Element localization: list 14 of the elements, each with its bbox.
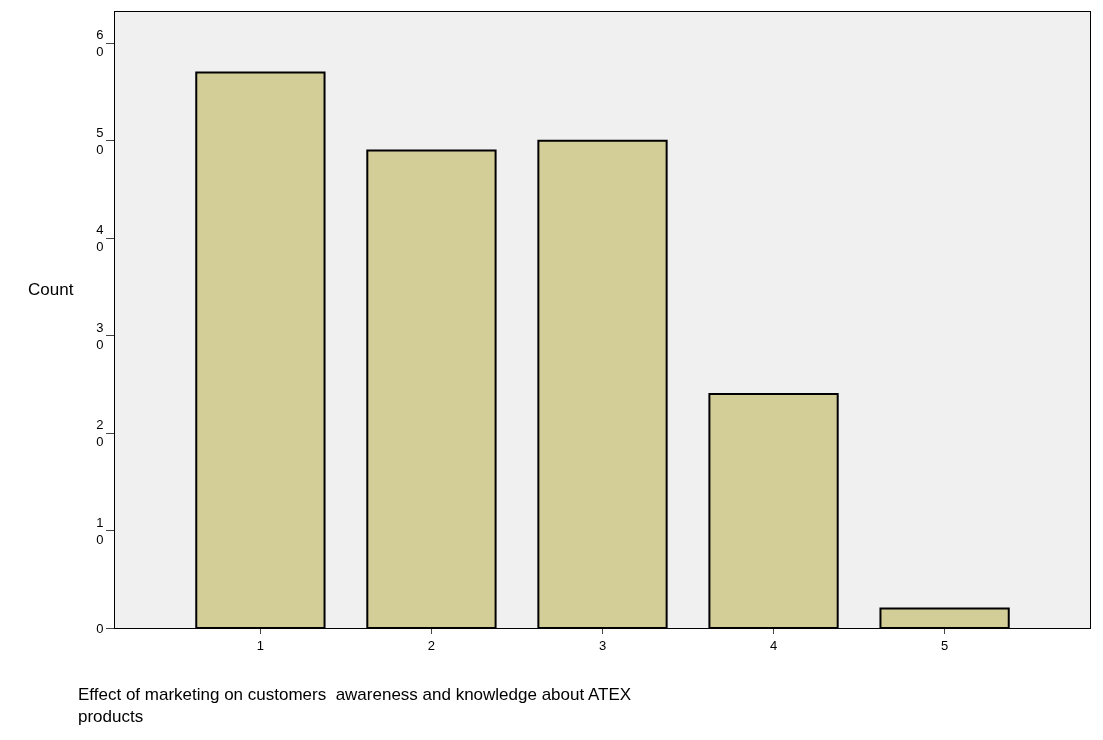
y-tick-label: 4 0	[96, 222, 104, 255]
y-tick-label: 0	[96, 620, 104, 636]
x-tick-label: 4	[769, 637, 778, 653]
x-tick-label: 3	[598, 637, 607, 653]
y-axis-title: Count	[28, 280, 74, 299]
x-tick-label: 5	[940, 637, 949, 653]
y-tick-label: 1 0	[96, 514, 104, 547]
x-axis-title: Effect of marketing on customers awareness and knowledge about ATEX products	[78, 685, 632, 727]
x-tick-label: 2	[427, 637, 436, 653]
x-tick-label: 1	[256, 637, 265, 653]
y-tick-label: 3 0	[96, 319, 104, 352]
y-tick-label: 2 0	[96, 417, 104, 450]
y-tick-label: 5 0	[96, 124, 104, 157]
y-tick-label: 6 0	[96, 27, 104, 60]
